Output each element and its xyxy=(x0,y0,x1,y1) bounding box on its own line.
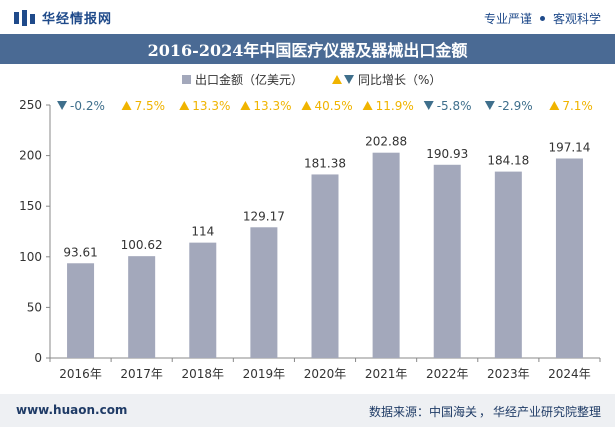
growth-label: 13.3% xyxy=(192,99,230,113)
y-tick-label: 150 xyxy=(19,199,42,213)
chart-area: 出口金额（亿美元） 同比增长（%） 0 50 100 150 200 250 2016年 20… xyxy=(0,64,615,394)
growth-label: -5.8% xyxy=(437,99,472,113)
bar xyxy=(189,242,217,358)
tagline-right: 客观科学 xyxy=(552,12,601,26)
bar xyxy=(555,158,583,358)
y-tick-label: 200 xyxy=(19,149,42,163)
legend: 出口金额（亿美元） 同比增长（%） xyxy=(182,72,441,87)
chart-title-bar: 2016-2024年中国医疗仪器及器械出口金额 xyxy=(0,34,615,64)
bar-value-label: 100.62 xyxy=(121,238,163,252)
source-separator: ， xyxy=(478,405,491,419)
growth-label: 7.1% xyxy=(562,99,593,113)
x-tick-label: 2016年 xyxy=(59,367,102,381)
footer: www.huaon.com 数据来源：中国海关，华经产业研究院整理 xyxy=(0,394,615,427)
bar-value-label: 190.93 xyxy=(426,147,468,161)
x-tick-label: 2020年 xyxy=(304,367,347,381)
y-tick-label: 50 xyxy=(27,300,42,314)
source-institute: 华经产业研究院整理 xyxy=(492,405,601,419)
tagline-left: 专业严谨 xyxy=(483,12,532,26)
x-tick-label: 2018年 xyxy=(182,367,225,381)
source-customs: 中国海关 xyxy=(428,405,477,419)
bar-value-label: 184.18 xyxy=(487,154,529,168)
bar-value-label: 181.38 xyxy=(304,156,346,170)
growth-annotations: -0.2% 7.5% 13.3% 13.3% 40.5% 11.9% -5.8% -2.9% 7… xyxy=(57,99,593,113)
bar xyxy=(433,164,461,358)
growth-down-triangle-icon xyxy=(57,101,68,110)
legend-growth-label: 同比增长（%） xyxy=(358,73,441,87)
bullet-icon xyxy=(539,16,545,21)
bar xyxy=(128,256,156,358)
growth-label: 40.5% xyxy=(315,99,353,113)
bar xyxy=(250,227,278,358)
bar xyxy=(67,263,95,358)
growth-label: -2.9% xyxy=(498,99,533,113)
y-tick-label: 250 xyxy=(19,98,42,112)
bar-chart: 出口金额（亿美元） 同比增长（%） 0 50 100 150 200 250 2016年 20… xyxy=(19,72,601,381)
growth-up-triangle-icon xyxy=(362,101,373,110)
chart-title: 2016-2024年中国医疗仪器及器械出口金额 xyxy=(147,41,468,60)
legend-bar-label: 出口金额（亿美元） xyxy=(195,72,303,87)
header-bar: 华经情报网 专业严谨 客观科学 xyxy=(0,0,615,34)
growth-label: 13.3% xyxy=(253,99,291,113)
growth-up-triangle-icon xyxy=(301,101,312,110)
bar-value-label: 93.61 xyxy=(63,245,97,259)
y-tick-label: 0 xyxy=(34,351,42,365)
legend-down-triangle-icon xyxy=(344,75,354,84)
y-tick-label: 100 xyxy=(19,250,42,264)
website-link[interactable]: www.huaon.com xyxy=(16,403,128,417)
x-tick-label: 2023年 xyxy=(487,367,530,381)
legend-bar-swatch xyxy=(182,75,191,84)
x-tick-label: 2019年 xyxy=(243,367,286,381)
brand-logo[interactable]: 华经情报网 xyxy=(14,8,112,27)
bar-value-label: 202.88 xyxy=(365,135,407,149)
growth-down-triangle-icon xyxy=(423,101,434,110)
x-tick-label: 2024年 xyxy=(548,367,591,381)
logo-icon xyxy=(14,9,35,26)
bar-value-label: 197.14 xyxy=(548,140,590,154)
bar-value-label: 114 xyxy=(191,225,214,239)
brand-name: 华经情报网 xyxy=(42,12,113,27)
growth-up-triangle-icon xyxy=(121,101,132,110)
axes: 0 50 100 150 200 250 2016年 2017年 2018年 2019年 2020年… xyxy=(19,98,601,381)
legend-up-triangle-icon xyxy=(332,75,342,84)
growth-label: 11.9% xyxy=(376,99,414,113)
growth-up-triangle-icon xyxy=(240,101,251,110)
bar xyxy=(494,171,522,358)
growth-label: 7.5% xyxy=(135,99,166,113)
x-tick-label: 2022年 xyxy=(426,367,469,381)
growth-label: -0.2% xyxy=(70,99,105,113)
x-tick-label: 2017年 xyxy=(120,367,163,381)
growth-up-triangle-icon xyxy=(179,101,190,110)
bars: 93.61 100.62 114 129.17 181.38 202.88 190.93 18… xyxy=(63,135,590,358)
growth-down-triangle-icon xyxy=(484,101,495,110)
bar xyxy=(372,152,400,358)
x-tick-label: 2021年 xyxy=(365,367,408,381)
tagline: 专业严谨 客观科学 xyxy=(484,10,601,27)
data-source: 数据来源：中国海关，华经产业研究院整理 xyxy=(369,403,601,420)
bar-value-label: 129.17 xyxy=(243,209,285,223)
bar xyxy=(311,174,339,358)
growth-up-triangle-icon xyxy=(549,101,560,110)
source-label: 数据来源： xyxy=(368,405,429,419)
